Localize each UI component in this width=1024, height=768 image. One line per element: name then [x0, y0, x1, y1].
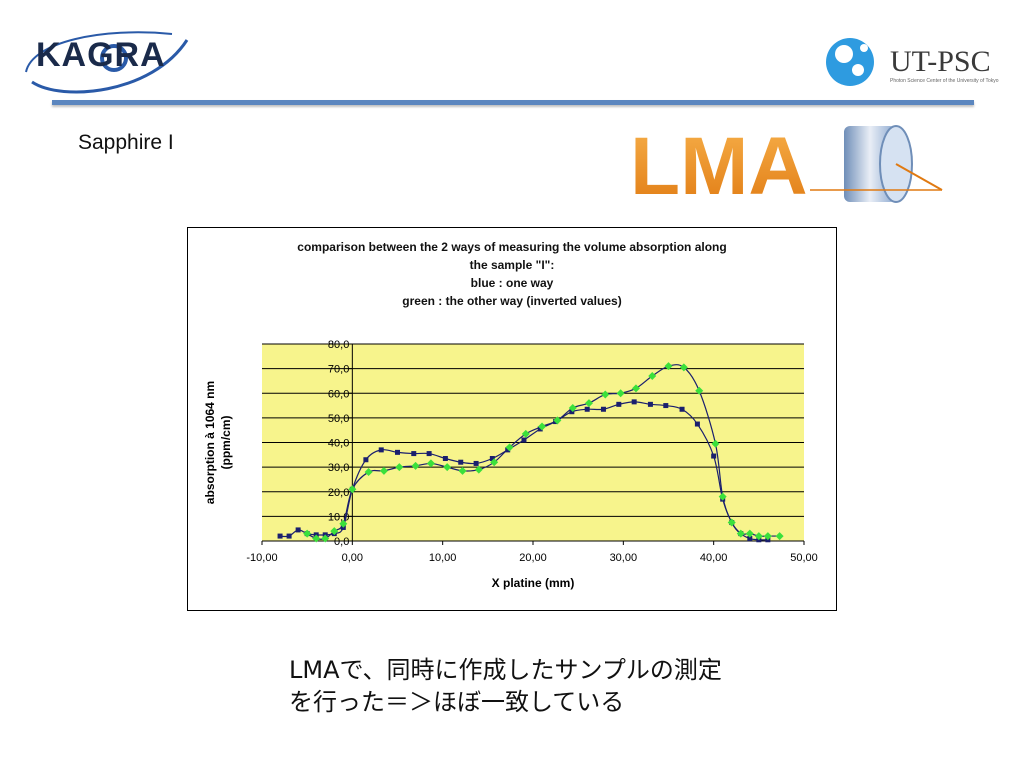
series-1-point	[647, 401, 653, 407]
series-1-point	[295, 527, 301, 533]
footer-line-1: LMAで、同時に作成したサンプルの測定	[289, 656, 722, 684]
chart-title-line-1: comparison between the 2 ways of measuri…	[297, 240, 727, 254]
x-tick-label: 0,00	[342, 552, 363, 564]
absorption-chart: 0,010,020,030,040,050,060,070,080,0-10,0…	[203, 339, 818, 590]
series-2-point	[601, 390, 610, 399]
header-rule	[52, 100, 974, 105]
series-2-point	[490, 458, 499, 467]
series-2-point	[312, 534, 321, 543]
kagra-logo-text: KAGRA	[36, 36, 166, 74]
utpsc-logo-text: UT-PSC	[890, 45, 991, 78]
y-tick-label: 30,0	[328, 462, 349, 474]
x-tick-label: -10,00	[246, 552, 277, 564]
x-axis-label: X platine (mm)	[492, 576, 575, 590]
x-tick-label: 40,00	[700, 552, 728, 564]
series-2-point	[736, 529, 745, 538]
series-2-point	[330, 527, 339, 536]
series-2-point	[443, 463, 452, 472]
series-2-point	[679, 363, 688, 372]
series-2-point	[521, 429, 530, 438]
series-2-point	[426, 459, 435, 468]
series-2-point	[754, 532, 763, 541]
series-2-point	[763, 532, 772, 541]
series-2-point	[411, 461, 420, 470]
series-2-point	[395, 463, 404, 472]
series-1-point	[694, 421, 700, 427]
series-1-point	[679, 406, 685, 412]
series-2-point	[711, 439, 720, 448]
chart-title-line-4: green : the other way (inverted values)	[402, 294, 622, 308]
series-2-point	[303, 529, 312, 538]
series-1-point	[378, 447, 384, 453]
series-2-point	[568, 404, 577, 413]
x-tick-label: 50,00	[790, 552, 818, 564]
series-1-point	[473, 460, 479, 466]
series-2-point	[631, 384, 640, 393]
series-1-point	[569, 409, 575, 415]
series-2-point	[538, 422, 547, 431]
series-2-point	[364, 468, 373, 477]
series-1-point	[537, 426, 543, 432]
series-2-point	[458, 466, 467, 475]
series-2-point	[505, 443, 514, 452]
footer-line-2: を行った＝＞ほぼ一致している	[289, 688, 625, 716]
series-1-point	[584, 406, 590, 412]
utpsc-logo	[826, 38, 874, 86]
series-1-point	[747, 536, 753, 542]
footer-text: LMAで、同時に作成したサンプルの測定 を行った＝＞ほぼ一致している	[289, 654, 722, 718]
y-axis-label: absorption à 1064 nm	[203, 381, 217, 504]
y-tick-label: 50,0	[328, 413, 349, 425]
kagra-logo	[25, 31, 189, 94]
series-1-point	[395, 449, 400, 455]
y-tick-label: 60,0	[328, 388, 349, 400]
chart-title-line-2: the sample "I":	[469, 258, 555, 272]
series-2-point	[339, 519, 348, 528]
slide-title: Sapphire I	[78, 131, 174, 154]
series-2-point	[321, 534, 330, 543]
series-2-point	[664, 362, 673, 371]
x-tick-label: 30,00	[610, 552, 638, 564]
x-tick-label: 10,00	[429, 552, 457, 564]
series-2-point	[553, 416, 562, 425]
lma-logo-text: LMA	[630, 121, 808, 210]
series-1-point	[286, 533, 292, 539]
series-2-point	[727, 518, 736, 527]
y-axis-label: (ppm/cm)	[219, 415, 233, 469]
series-2-point	[474, 465, 483, 474]
series-1-point	[442, 456, 448, 462]
series-2-point	[648, 372, 657, 381]
lma-logo: LMA	[630, 121, 943, 210]
y-tick-label: 20,0	[328, 487, 349, 499]
y-tick-label: 40,0	[328, 438, 349, 450]
chart-frame: comparison between the 2 ways of measuri…	[187, 227, 837, 611]
series-2-point	[695, 386, 704, 395]
series-2-point	[775, 532, 784, 541]
series-1-point	[489, 456, 495, 462]
series-1-point	[363, 457, 369, 463]
series-2-point	[379, 466, 388, 475]
utpsc-logo-subtitle: Photon Science Center of the University …	[890, 78, 999, 84]
y-tick-label: 0,0	[334, 536, 349, 548]
series-2-point	[585, 399, 594, 408]
series-1-point	[458, 459, 464, 465]
series-2-point	[745, 529, 754, 538]
series-1-point	[277, 533, 283, 539]
series-2-point	[718, 492, 727, 501]
chart-title-line-3: blue : one way	[470, 276, 554, 290]
series-1-point	[426, 451, 432, 457]
series-2-point	[616, 389, 625, 398]
series-1-point	[663, 403, 669, 409]
series-1-point	[616, 401, 622, 407]
series-1-point	[521, 437, 527, 443]
series-1-point	[711, 453, 717, 459]
series-1-point	[411, 451, 417, 457]
series-1-point	[631, 399, 637, 405]
series-1-point	[600, 406, 606, 412]
x-tick-label: 20,00	[519, 552, 547, 564]
y-tick-label: 70,0	[328, 364, 349, 376]
series-2-point	[348, 485, 357, 494]
y-tick-label: 80,0	[328, 339, 349, 351]
